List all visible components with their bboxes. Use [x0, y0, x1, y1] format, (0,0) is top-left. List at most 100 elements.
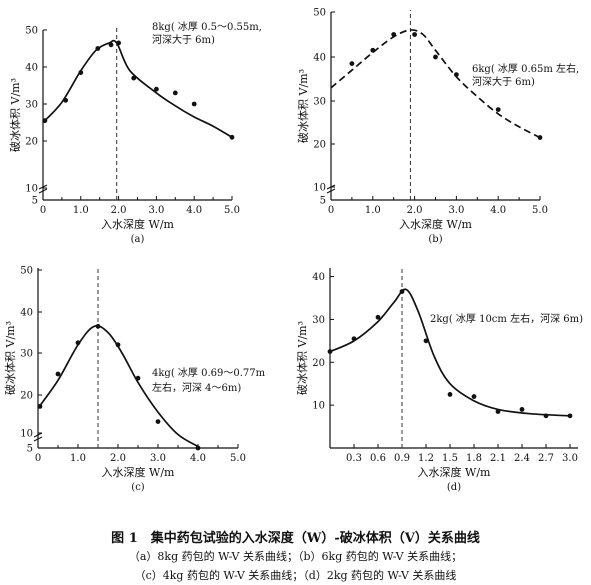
y-axis-label: 破冰体积 V/m³: [3, 321, 17, 395]
x-tick-label: 0.6: [370, 453, 386, 464]
data-point: [349, 61, 355, 66]
axis-break-mark: [33, 432, 43, 438]
chart-panel-d: 0.3 0.6 0.9 1.2 1.5 1.8 2.1 2.4 2.7 3.0 10 20 30 40 2k…: [295, 266, 583, 493]
axis-break-mark: [326, 188, 336, 194]
x-tick-label: 1.5: [442, 453, 458, 464]
x-tick-label: 1.0: [365, 205, 381, 216]
data-point: [519, 407, 525, 412]
data-point: [55, 371, 61, 377]
data-point: [229, 134, 235, 140]
x-tick-label: 0: [35, 453, 41, 464]
x-tick-label: 5.0: [230, 453, 246, 464]
y-tick-label: 40: [25, 63, 38, 74]
chart-panel-a: 0 1.0 2.0 3.0 4.0 5.0 510 20 30 40 50 8kg( 冰厚 0.5～0…: [8, 20, 262, 245]
data-point: [135, 375, 141, 381]
data-point: [495, 107, 501, 112]
fitted-curve: [42, 39, 233, 139]
data-point: [327, 349, 333, 354]
data-point: [131, 75, 137, 81]
data-point: [399, 289, 405, 294]
data-point: [495, 409, 501, 414]
curve-annotation: 4kg( 冰厚 0.69～0.77m: [152, 366, 266, 379]
y-tick-label: 10: [313, 183, 326, 194]
data-point: [471, 394, 477, 399]
y-tick-label: 30: [312, 315, 325, 326]
x-axis-label: 入水深度 W/m: [102, 465, 176, 479]
data-point: [78, 70, 84, 75]
y-axis-label: 破冰体积 V/m³: [296, 69, 310, 143]
y-tick-label: 30: [25, 100, 38, 111]
curve-annotation: 2kg( 冰厚 10cm 左右，河深 6m): [430, 312, 583, 325]
chart-panel-b: 0 1.0 2.0 3.0 4.0 5.0 5 10 20 30 40 50 6kg( 冰厚 0.65m…: [296, 8, 579, 246]
panel-label: (a): [131, 234, 145, 245]
y-tick-label: 5: [27, 444, 33, 455]
data-point: [433, 54, 438, 60]
data-point: [108, 42, 114, 48]
figure-caption-line-1: （a）8kg 药包的 W-V 关系曲线；（b）6kg 药包的 W-V 关系曲线；: [128, 550, 463, 563]
data-point: [195, 445, 201, 451]
x-tick-label: 3.0: [150, 453, 166, 464]
data-point: [115, 342, 121, 348]
axis-break-mark: [38, 184, 48, 190]
x-tick-label: 1.0: [73, 205, 89, 216]
data-point: [37, 404, 43, 409]
y-tick-label: 50: [25, 26, 38, 37]
data-point: [95, 46, 101, 51]
data-point: [537, 135, 543, 140]
x-axis-label: 入水深度 W/m: [399, 217, 473, 231]
data-point: [567, 413, 573, 419]
fitted-curve: [329, 288, 571, 417]
y-tick-label: 20: [312, 358, 325, 369]
x-tick-label: 0.9: [394, 453, 410, 464]
data-point: [95, 323, 101, 329]
y-tick-label: 10: [20, 429, 33, 440]
x-tick-label: 4.0: [186, 205, 202, 216]
data-point: [447, 392, 453, 397]
y-tick-label: 30: [313, 97, 326, 108]
data-point: [370, 47, 376, 53]
data-point: [191, 101, 197, 107]
figure-caption-line-2: （c）4kg 药包的 W-V 关系曲线；（d）2kg 药包的 W-V 关系曲线: [134, 569, 457, 582]
x-tick-label: 2.4: [514, 453, 530, 464]
data-point: [63, 97, 69, 103]
y-tick-label: 30: [20, 349, 33, 360]
x-tick-label: 0.3: [346, 453, 362, 464]
data-point: [454, 72, 459, 77]
data-point: [423, 338, 429, 344]
x-tick-label: 3.0: [448, 205, 464, 216]
panel-label: (b): [428, 234, 442, 245]
y-axis-label: 破冰体积 V/m³: [8, 78, 22, 152]
curve-annotation: 河深大于 6m): [472, 75, 535, 88]
x-tick-label: 1.2: [418, 453, 434, 464]
y-tick-label: 20: [25, 137, 38, 148]
y-tick-label: 20: [20, 391, 33, 402]
axis-break-mark: [38, 188, 48, 194]
x-tick-label: 3.0: [148, 205, 164, 216]
panel-label: (d): [447, 482, 461, 493]
y-tick-label: 10: [25, 184, 38, 195]
x-tick-label: 2.0: [111, 205, 127, 216]
x-tick-label: 5.0: [224, 205, 240, 216]
data-point: [351, 336, 357, 342]
y-tick-label: 50: [313, 8, 326, 19]
x-tick-label: 2.7: [538, 453, 554, 464]
x-tick-label: 4.0: [490, 205, 506, 216]
data-point: [172, 90, 178, 96]
data-point: [75, 340, 81, 346]
curve-annotation: 左右，河深 4～6m): [152, 381, 241, 394]
figure-caption-title: 图 1 集中药包试验的入水深度（W）-破冰体积（V）关系曲线: [111, 531, 480, 546]
x-tick-label: 2.1: [490, 453, 506, 464]
y-axis-label: 破冰体积 V/m³: [295, 321, 309, 395]
y-tick-label: 40: [312, 272, 325, 283]
x-tick-label: 2.0: [110, 453, 126, 464]
data-point: [412, 32, 417, 37]
data-point: [116, 40, 121, 46]
y-tick-label: 5: [320, 196, 326, 207]
y-tick-label: 40: [313, 53, 326, 64]
data-point: [543, 413, 549, 419]
x-tick-label: 5.0: [532, 205, 548, 216]
chart-panel-c: 0 1.0 2.0 3.0 4.0 5.0 5 10 20 30 40 50 4kg( 冰厚 0.69～…: [3, 266, 266, 494]
axis-break-mark: [33, 436, 43, 442]
x-tick-label: 0: [40, 205, 46, 216]
x-tick-label: 4.0: [190, 453, 206, 464]
